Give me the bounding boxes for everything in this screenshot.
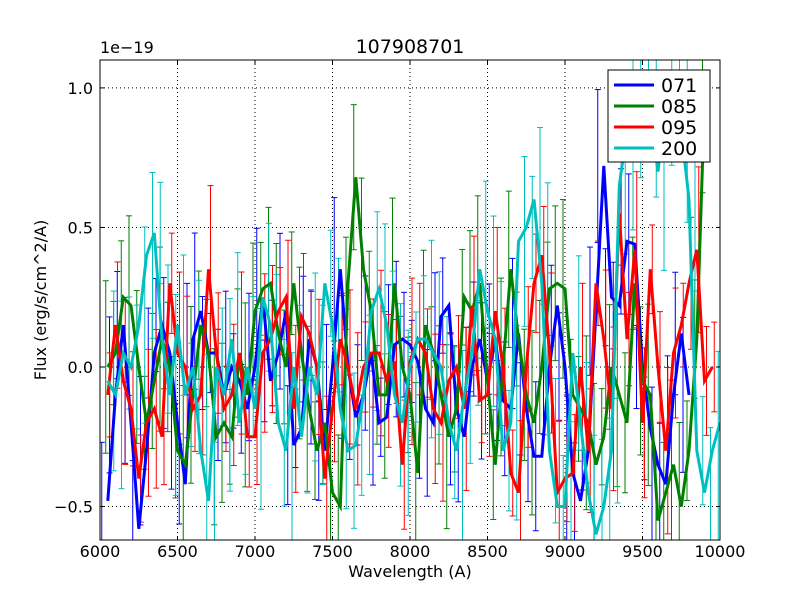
y-tick-label: 0.0 <box>68 358 93 377</box>
x-tick-label: 7000 <box>235 542 276 561</box>
y-tick-label: 0.5 <box>68 218 93 237</box>
legend-label-095: 095 <box>661 117 697 139</box>
legend-label-200: 200 <box>661 138 697 160</box>
series-lines <box>106 73 720 535</box>
x-tick-label: 8000 <box>390 542 431 561</box>
x-tick-label: 6500 <box>157 542 198 561</box>
x-tick-label: 10000 <box>695 542 746 561</box>
y-axis-label: Flux (erg/s/cm^2/A) <box>31 220 50 381</box>
x-axis-label: Wavelength (A) <box>348 562 471 581</box>
legend-label-085: 085 <box>661 96 697 118</box>
axis-ticks: 6000 6500 7000 7500 8000 8500 9000 9500 10000 −0.… <box>54 60 745 561</box>
x-tick-label: 9500 <box>622 542 663 561</box>
x-tick-label: 7500 <box>312 542 353 561</box>
y-tick-label: −0.5 <box>54 498 93 517</box>
legend-label-071: 071 <box>661 75 697 97</box>
series-line-085 <box>106 101 706 521</box>
chart-title: 107908701 <box>356 36 465 58</box>
y-axis-multiplier: 1e−19 <box>100 38 154 57</box>
x-tick-label: 8500 <box>467 542 508 561</box>
series-line-200 <box>106 73 720 535</box>
y-tick-label: 1.0 <box>68 79 93 98</box>
x-tick-label: 9000 <box>545 542 586 561</box>
x-tick-label: 6000 <box>80 542 121 561</box>
